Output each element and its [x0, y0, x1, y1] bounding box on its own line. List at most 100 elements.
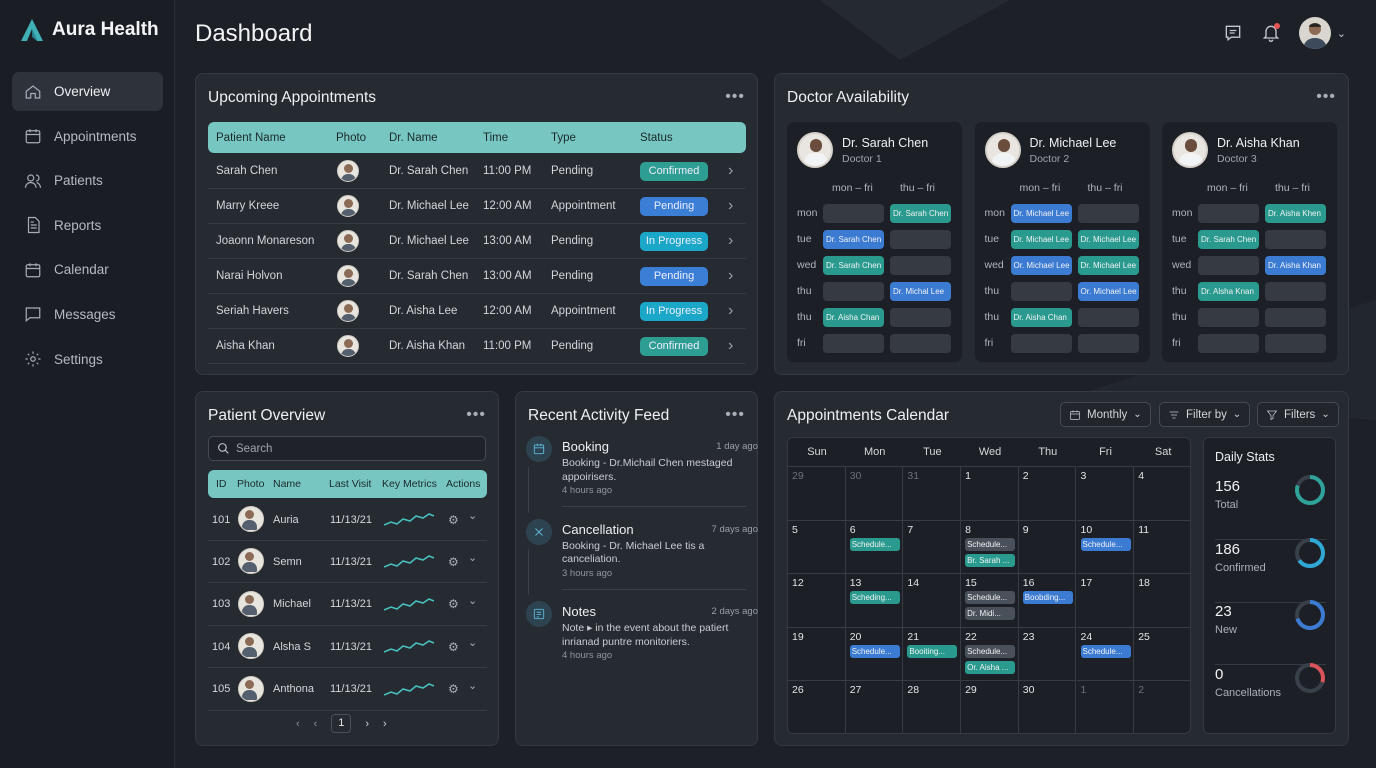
calendar-day[interactable]: 30 — [1018, 680, 1077, 733]
calendar-day[interactable]: 18 — [1134, 573, 1190, 627]
availability-slot[interactable]: Dr. Aisha Khan — [1265, 256, 1326, 275]
patient-row[interactable]: 103 Michael 11/13/21 ⚙ ⌄ — [208, 584, 487, 626]
availability-slot[interactable]: Dr. Michael Lee — [1077, 256, 1139, 275]
calendar-day[interactable]: 24 Schedule... — [1076, 626, 1135, 681]
sidebar-item-appointments[interactable]: Appointments — [12, 117, 163, 156]
availability-slot[interactable]: Dr. Aisha Khen — [1265, 204, 1326, 223]
notifications-button[interactable] — [1261, 23, 1281, 43]
availability-slot[interactable]: Dr. Sarah Chen — [823, 256, 884, 275]
more-options-icon[interactable]: ••• — [725, 406, 745, 423]
calendar-day[interactable]: 29 — [788, 466, 846, 520]
appointment-row[interactable]: Marry Kreee Dr. Michael Lee 12:00 AM Appoin… — [208, 189, 746, 224]
availability-slot[interactable]: Dr. Aisha Chan — [823, 308, 884, 327]
sidebar-item-calendar[interactable]: Calendar — [12, 250, 163, 289]
activity-item[interactable]: Notes 2 days ago Note ▸ in the event about… — [526, 601, 758, 681]
activity-item[interactable]: Cancellation 7 days ago Booking - Dr. Mich… — [526, 518, 758, 599]
calendar-day[interactable]: 30 — [845, 466, 904, 520]
chevron-down-icon[interactable]: ⌄ — [468, 594, 478, 607]
availability-slot[interactable]: Dr. Alsha Knan — [1198, 282, 1259, 301]
last-page-icon[interactable]: › — [383, 717, 387, 730]
calendar-day[interactable]: 2 — [1134, 680, 1190, 733]
calendar-day[interactable]: 20 Schedule... — [845, 626, 904, 681]
more-options-icon[interactable]: ••• — [1316, 88, 1336, 105]
patient-row[interactable]: 101 Auria 11/13/21 ⚙ ⌄ — [208, 499, 487, 541]
calendar-day[interactable]: 13 Scheding... — [845, 573, 904, 627]
availability-slot[interactable] — [1198, 256, 1259, 275]
chevron-right-icon[interactable]: › — [728, 197, 734, 214]
calendar-event[interactable]: Br. Sarah ... — [965, 553, 1016, 567]
availability-slot[interactable] — [1077, 334, 1139, 353]
calendar-day[interactable]: 2 — [1018, 466, 1077, 520]
chevron-down-icon[interactable]: ⌄ — [468, 510, 478, 522]
availability-slot[interactable] — [890, 334, 951, 353]
chevron-right-icon[interactable]: › — [728, 302, 734, 319]
availability-slot[interactable]: Dr. Michael Lee — [1077, 230, 1139, 249]
availability-slot[interactable] — [1265, 334, 1326, 353]
availability-slot[interactable]: Dr. Michael Lee — [1010, 204, 1072, 223]
sidebar-item-messages[interactable]: Messages — [12, 295, 163, 334]
gear-icon[interactable]: ⚙ — [448, 512, 459, 527]
prev-page-icon[interactable]: ‹ — [313, 717, 318, 730]
availability-slot[interactable]: Dr. Michael Lee — [1010, 230, 1072, 249]
appointment-row[interactable]: Seriah Havers Dr. Aisha Lee 12:00 AM Appoin… — [208, 294, 746, 329]
calendar-day[interactable]: 26 — [788, 680, 846, 733]
calendar-day[interactable]: 28 — [903, 680, 962, 733]
gear-icon[interactable]: ⚙ — [448, 554, 459, 569]
calendar-day[interactable]: 29 — [961, 680, 1019, 733]
appointment-row[interactable]: Narai Holvon Dr. Sarah Chen 13:00 AM Pendin… — [208, 259, 746, 294]
calendar-day[interactable]: 22 Schedule... Or. Aisha ... — [961, 626, 1019, 681]
calendar-day[interactable]: 27 — [845, 680, 904, 733]
availability-slot[interactable] — [823, 334, 884, 353]
calendar-day[interactable]: 6 Schedule... — [845, 519, 904, 574]
availability-slot[interactable] — [1265, 282, 1326, 301]
user-menu[interactable]: ⌄ — [1298, 17, 1346, 49]
current-page[interactable]: 1 — [331, 714, 352, 733]
app-logo[interactable]: Aura Health — [20, 18, 159, 42]
chevron-right-icon[interactable]: › — [728, 337, 734, 354]
availability-slot[interactable] — [1010, 282, 1072, 301]
calendar-event[interactable]: Boobding... — [1022, 591, 1073, 605]
calendar-day[interactable]: 31 — [903, 466, 962, 520]
availability-slot[interactable]: Or. Michael Lee — [1010, 256, 1072, 275]
availability-slot[interactable] — [1265, 308, 1326, 327]
availability-slot[interactable]: Dr. Sarah Chen — [1198, 230, 1259, 249]
availability-slot[interactable] — [1077, 308, 1139, 327]
calendar-event[interactable]: Schedule... — [849, 537, 900, 551]
availability-slot[interactable] — [823, 282, 884, 301]
availability-slot[interactable] — [1265, 230, 1326, 249]
calendar-day[interactable]: 10 Schedule... — [1076, 519, 1135, 574]
patient-row[interactable]: 104 Alsha S 11/13/21 ⚙ ⌄ — [208, 626, 487, 669]
availability-slot[interactable] — [890, 308, 951, 327]
calendar-day[interactable]: 5 — [788, 519, 846, 574]
filter-by-dropdown[interactable]: Filter by ⌄ — [1159, 402, 1251, 427]
calendar-event[interactable]: Schedule... — [849, 644, 900, 658]
availability-slot[interactable] — [1010, 334, 1072, 353]
calendar-day[interactable]: 1 — [961, 466, 1019, 520]
monthly-dropdown[interactable]: Monthly ⌄ — [1060, 402, 1151, 427]
gear-icon[interactable]: ⚙ — [448, 682, 459, 697]
calendar-day[interactable]: 25 — [1134, 626, 1190, 681]
calendar-day[interactable]: 21 Booiting... — [903, 626, 962, 681]
availability-slot[interactable]: Dr. Sarah Chen — [890, 204, 951, 223]
calendar-day[interactable]: 15 Schedule... Dr. Midi... — [961, 573, 1019, 627]
sidebar-item-reports[interactable]: Reports — [12, 206, 163, 245]
availability-slot[interactable] — [823, 204, 884, 223]
availability-slot[interactable] — [1198, 204, 1259, 223]
sidebar-item-patients[interactable]: Patients — [12, 161, 163, 200]
filters-dropdown[interactable]: Filters ⌄ — [1257, 402, 1339, 427]
availability-slot[interactable] — [1198, 334, 1259, 353]
calendar-day[interactable]: 7 — [903, 519, 962, 574]
chevron-right-icon[interactable]: › — [728, 232, 734, 249]
calendar-day[interactable]: 12 — [788, 573, 846, 627]
availability-slot[interactable]: Dr. Michal Lee — [890, 282, 951, 301]
calendar-day[interactable]: 11 — [1134, 519, 1190, 574]
gear-icon[interactable]: ⚙ — [448, 597, 459, 612]
patient-row[interactable]: 105 Anthona 11/13/21 ⚙ ⌄ — [208, 669, 487, 711]
availability-slot[interactable]: Dr. Aisha Chan — [1010, 308, 1072, 327]
next-page-icon[interactable]: › — [365, 717, 370, 730]
calendar-day[interactable]: 4 — [1134, 466, 1190, 520]
calendar-day[interactable]: 17 — [1076, 573, 1135, 627]
search-input[interactable]: Search — [208, 436, 486, 461]
chevron-down-icon[interactable]: ⌄ — [468, 679, 478, 692]
more-options-icon[interactable]: ••• — [466, 406, 486, 423]
